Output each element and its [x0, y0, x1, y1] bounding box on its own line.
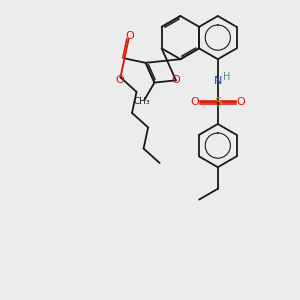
- Text: O: O: [237, 98, 246, 107]
- Text: O: O: [172, 75, 180, 85]
- Text: H: H: [223, 72, 230, 82]
- Text: CH₃: CH₃: [133, 97, 150, 106]
- Text: O: O: [190, 98, 199, 107]
- Text: S: S: [214, 96, 222, 109]
- Text: O: O: [125, 32, 134, 41]
- Text: N: N: [214, 76, 222, 86]
- Text: O: O: [115, 75, 124, 85]
